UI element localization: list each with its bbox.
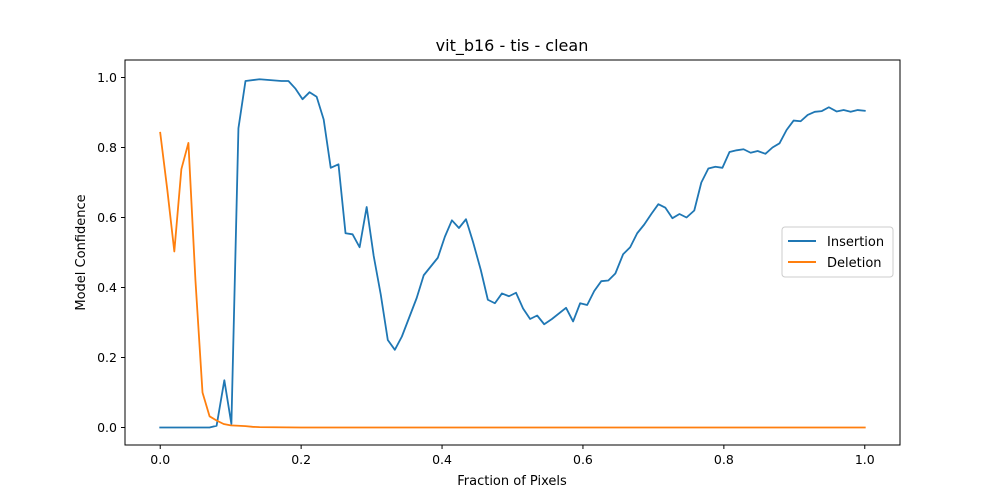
y-tick-label: 0.8 xyxy=(97,140,117,155)
plot-area xyxy=(124,59,901,446)
y-tick-label: 0.6 xyxy=(97,210,117,225)
x-tick-label: 0.2 xyxy=(291,452,311,467)
legend-label-deletion: Deletion xyxy=(827,256,882,271)
x-tick-label: 1.0 xyxy=(855,452,875,467)
y-tick-label: 0.0 xyxy=(97,420,117,435)
series-line-deletion xyxy=(159,131,866,429)
y-tick-label: 0.2 xyxy=(97,350,117,365)
series-line-insertion xyxy=(159,78,866,429)
legend-label-insertion: Insertion xyxy=(827,235,884,250)
y-axis: 0.0 0.2 0.4 0.6 0.8 1.0 xyxy=(97,70,125,435)
x-axis-label: Fraction of Pixels xyxy=(457,474,567,489)
series-layer xyxy=(159,78,866,429)
x-axis: 0.0 0.2 0.4 0.6 0.8 1.0 xyxy=(150,445,875,467)
y-axis-label: Model Confidence xyxy=(74,194,89,310)
legend: Insertion Deletion xyxy=(781,226,894,278)
x-tick-label: 0.8 xyxy=(714,452,734,467)
axes-frame xyxy=(124,59,901,446)
y-tick-label: 1.0 xyxy=(97,70,117,85)
legend-box xyxy=(781,226,894,278)
x-tick-label: 0.4 xyxy=(432,452,452,467)
x-tick-label: 0.0 xyxy=(150,452,170,467)
x-tick-label: 0.6 xyxy=(573,452,593,467)
chart-title: vit_b16 - tis - clean xyxy=(436,36,589,56)
y-tick-label: 0.4 xyxy=(97,280,117,295)
